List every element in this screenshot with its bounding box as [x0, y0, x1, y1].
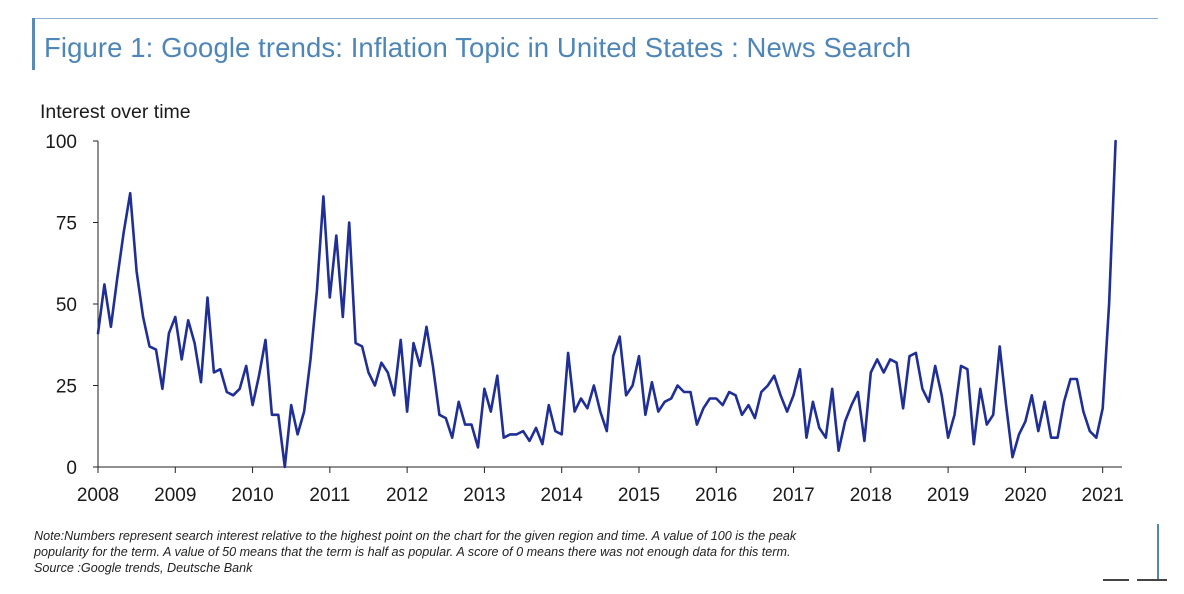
- y-tick-labels: 0 25 50 75 100: [45, 132, 77, 479]
- note-source: Source :Google trends, Deutsche Bank: [34, 561, 253, 575]
- y-tick-label-25: 25: [56, 377, 77, 398]
- top-rule: [32, 18, 1158, 19]
- corner-rule-dash-1: [1103, 579, 1129, 581]
- chart-axes: [93, 140, 1122, 473]
- series-line-0: [96, 139, 1117, 469]
- x-tick-label-2014: 2014: [541, 485, 584, 506]
- x-tick-label-2019: 2019: [927, 485, 969, 506]
- x-tick-label-2017: 2017: [772, 485, 814, 506]
- y-tick-label-50: 50: [56, 295, 77, 316]
- x-tick-label-2018: 2018: [850, 485, 892, 506]
- x-tick-label-2021: 2021: [1082, 485, 1124, 506]
- x-tick-label-2009: 2009: [154, 485, 196, 506]
- x-tick-label-2011: 2011: [309, 485, 350, 506]
- x-tick-label-2015: 2015: [618, 485, 660, 506]
- y-tick-label-0: 0: [66, 458, 77, 479]
- x-tick-label-2010: 2010: [231, 485, 273, 506]
- x-tick-label-2016: 2016: [695, 485, 737, 506]
- y-axis-title: Interest over time: [40, 101, 191, 123]
- x-tick-label-2012: 2012: [386, 485, 428, 506]
- x-tick-label-2020: 2020: [1004, 485, 1046, 506]
- note-line-1: Note:Numbers represent search interest r…: [34, 529, 797, 543]
- x-tick-labels: 2008 2009 2010 2011 2012 2013 2014 2015 2016 2017…: [77, 485, 1124, 506]
- corner-rule-dash-2: [1137, 579, 1167, 581]
- title-accent-bar: [32, 18, 35, 70]
- series-layer: [96, 139, 1117, 469]
- chart-note: Note:Numbers represent search interest r…: [34, 528, 1114, 576]
- y-tick-label-100: 100: [45, 132, 77, 153]
- x-tick-label-2008: 2008: [77, 485, 119, 506]
- x-tick-label-2013: 2013: [463, 485, 505, 506]
- figure-title: Figure 1: Google trends: Inflation Topic…: [44, 32, 912, 63]
- corner-rule-vertical: [1157, 524, 1159, 580]
- y-tick-label-75: 75: [56, 214, 77, 235]
- note-line-2: popularity for the term. A value of 50 m…: [34, 545, 791, 559]
